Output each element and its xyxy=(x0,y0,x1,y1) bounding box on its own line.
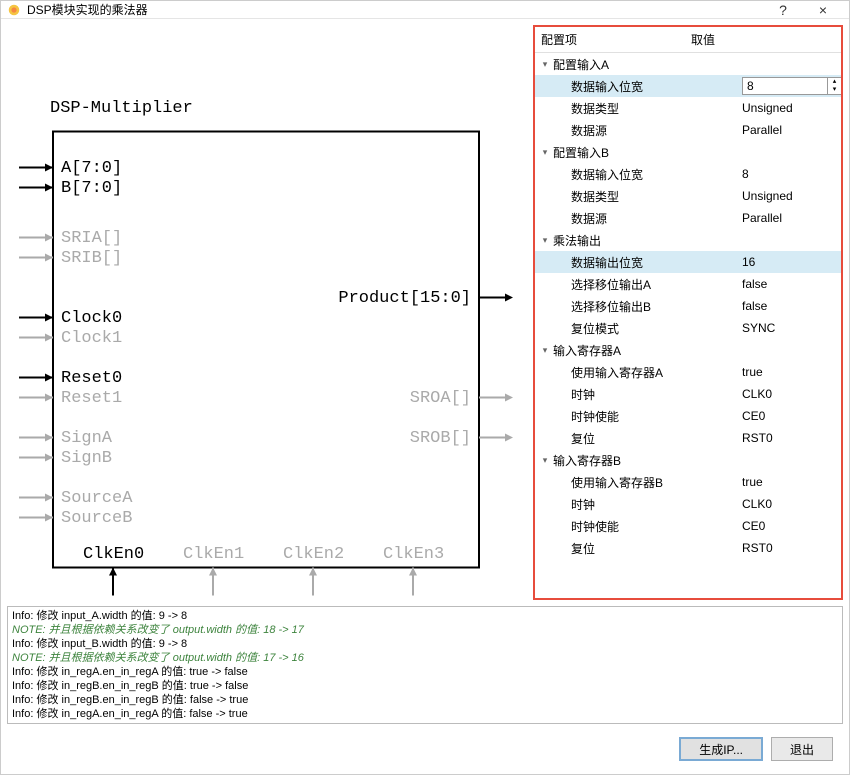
tree-group[interactable]: ▾乘法输出 xyxy=(535,229,841,251)
tree-item[interactable]: 时钟CLK0 xyxy=(535,493,841,515)
svg-text:ClkEn3: ClkEn3 xyxy=(383,545,444,564)
tree-group[interactable]: ▾配置输入B xyxy=(535,141,841,163)
svg-text:SRIA[]: SRIA[] xyxy=(61,229,122,248)
tree-item[interactable]: 数据输入位宽8 xyxy=(535,163,841,185)
tree-group[interactable]: ▾输入寄存器B xyxy=(535,449,841,471)
tree-item[interactable]: 选择移位输出Afalse xyxy=(535,273,841,295)
exit-button[interactable]: 退出 xyxy=(771,737,833,761)
tree-item[interactable]: 选择移位输出Bfalse xyxy=(535,295,841,317)
tree-item[interactable]: 复位RST0 xyxy=(535,537,841,559)
svg-text:ClkEn2: ClkEn2 xyxy=(283,545,344,564)
log-line: Info: 修改 in_regB.en_in_regB 的值: false ->… xyxy=(12,693,838,707)
tree-item[interactable]: 复位RST0 xyxy=(535,427,841,449)
tree-group[interactable]: ▾配置输入A xyxy=(535,53,841,75)
spin-down-icon[interactable]: ▾ xyxy=(828,86,841,94)
tree-item[interactable]: 时钟CLK0 xyxy=(535,383,841,405)
log-panel[interactable]: Info: 修改 input_A.width 的值: 9 -> 8NOTE: 并… xyxy=(7,606,843,724)
svg-text:SourceA: SourceA xyxy=(61,489,133,508)
config-panel: 配置项 取值 ▾配置输入A数据输入位宽8▴▾数据类型Unsigned数据源Par… xyxy=(533,25,843,600)
svg-text:SROA[]: SROA[] xyxy=(410,389,471,408)
tree-item[interactable]: 数据源Parallel xyxy=(535,119,841,141)
svg-text:ClkEn0: ClkEn0 xyxy=(83,545,144,564)
tree-item[interactable]: 数据类型Unsigned xyxy=(535,97,841,119)
window-title: DSP模块实现的乘法器 xyxy=(27,1,763,18)
log-line: Info: 修改 in_regA.en_in_regA 的值: true -> … xyxy=(12,665,838,679)
help-button[interactable]: ? xyxy=(763,2,803,18)
log-line: Info: 修改 input_B.width 的值: 9 -> 8 xyxy=(12,637,838,651)
tree-item[interactable]: 时钟使能CE0 xyxy=(535,515,841,537)
titlebar: DSP模块实现的乘法器 ? × xyxy=(1,1,849,19)
tree-group[interactable]: ▾输入寄存器A xyxy=(535,339,841,361)
chevron-down-icon[interactable]: ▾ xyxy=(539,235,551,246)
spin-up-icon[interactable]: ▴ xyxy=(828,78,841,86)
config-tree[interactable]: ▾配置输入A数据输入位宽8▴▾数据类型Unsigned数据源Parallel▾配… xyxy=(535,53,841,598)
log-line: NOTE: 并且根据依赖关系改变了 output.width 的值: 18 ->… xyxy=(12,623,838,637)
svg-text:Clock0: Clock0 xyxy=(61,309,122,328)
tree-item[interactable]: 使用输入寄存器Btrue xyxy=(535,471,841,493)
config-header: 配置项 取值 xyxy=(535,27,841,53)
svg-text:Reset0: Reset0 xyxy=(61,369,122,388)
svg-text:Clock1: Clock1 xyxy=(61,329,122,348)
header-value: 取值 xyxy=(685,27,721,52)
svg-text:SignA: SignA xyxy=(61,429,113,448)
chevron-down-icon[interactable]: ▾ xyxy=(539,59,551,70)
svg-text:Reset1: Reset1 xyxy=(61,389,122,408)
chevron-down-icon[interactable]: ▾ xyxy=(539,147,551,158)
close-button[interactable]: × xyxy=(803,2,843,18)
svg-text:Product[15:0]: Product[15:0] xyxy=(338,289,471,308)
chevron-down-icon[interactable]: ▾ xyxy=(539,345,551,356)
chevron-down-icon[interactable]: ▾ xyxy=(539,455,551,466)
generate-ip-button[interactable]: 生成IP... xyxy=(679,737,763,761)
tree-item[interactable]: 使用输入寄存器Atrue xyxy=(535,361,841,383)
header-label: 配置项 xyxy=(535,27,685,52)
log-line: Info: 修改 in_regB.en_in_regB 的值: true -> … xyxy=(12,679,838,693)
svg-text:SignB: SignB xyxy=(61,449,112,468)
svg-text:SRIB[]: SRIB[] xyxy=(61,249,122,268)
block-diagram: DSP-Multiplier A[7:0]B[7:0] SRIA[]SRIB[] Cl… xyxy=(7,25,527,600)
svg-text:SROB[]: SROB[] xyxy=(410,429,471,448)
spinbox[interactable]: 8▴▾ xyxy=(742,77,841,95)
svg-text:A[7:0]: A[7:0] xyxy=(61,159,122,178)
tree-item[interactable]: 数据输出位宽16 xyxy=(535,251,841,273)
svg-text:B[7:0]: B[7:0] xyxy=(61,179,122,198)
svg-text:SourceB: SourceB xyxy=(61,509,132,528)
top-panels: DSP-Multiplier A[7:0]B[7:0] SRIA[]SRIB[] Cl… xyxy=(7,25,843,600)
log-line: NOTE: 并且根据依赖关系改变了 output.width 的值: 17 ->… xyxy=(12,651,838,665)
svg-text:DSP-Multiplier: DSP-Multiplier xyxy=(50,99,193,118)
log-line: Info: 修改 input_A.width 的值: 9 -> 8 xyxy=(12,609,838,623)
app-icon xyxy=(7,3,21,17)
tree-item[interactable]: 数据输入位宽8▴▾ xyxy=(535,75,841,97)
log-line: Info: 修改 in_regA.en_in_regA 的值: false ->… xyxy=(12,707,838,721)
tree-item[interactable]: 复位模式SYNC xyxy=(535,317,841,339)
footer: 生成IP... 退出 xyxy=(7,730,843,768)
tree-item[interactable]: 时钟使能CE0 xyxy=(535,405,841,427)
dialog-window: DSP模块实现的乘法器 ? × DSP-Multiplier A[7:0]B[7:… xyxy=(0,0,850,775)
tree-item[interactable]: 数据类型Unsigned xyxy=(535,185,841,207)
svg-text:ClkEn1: ClkEn1 xyxy=(183,545,244,564)
content-area: DSP-Multiplier A[7:0]B[7:0] SRIA[]SRIB[] Cl… xyxy=(1,19,849,774)
tree-item[interactable]: 数据源Parallel xyxy=(535,207,841,229)
